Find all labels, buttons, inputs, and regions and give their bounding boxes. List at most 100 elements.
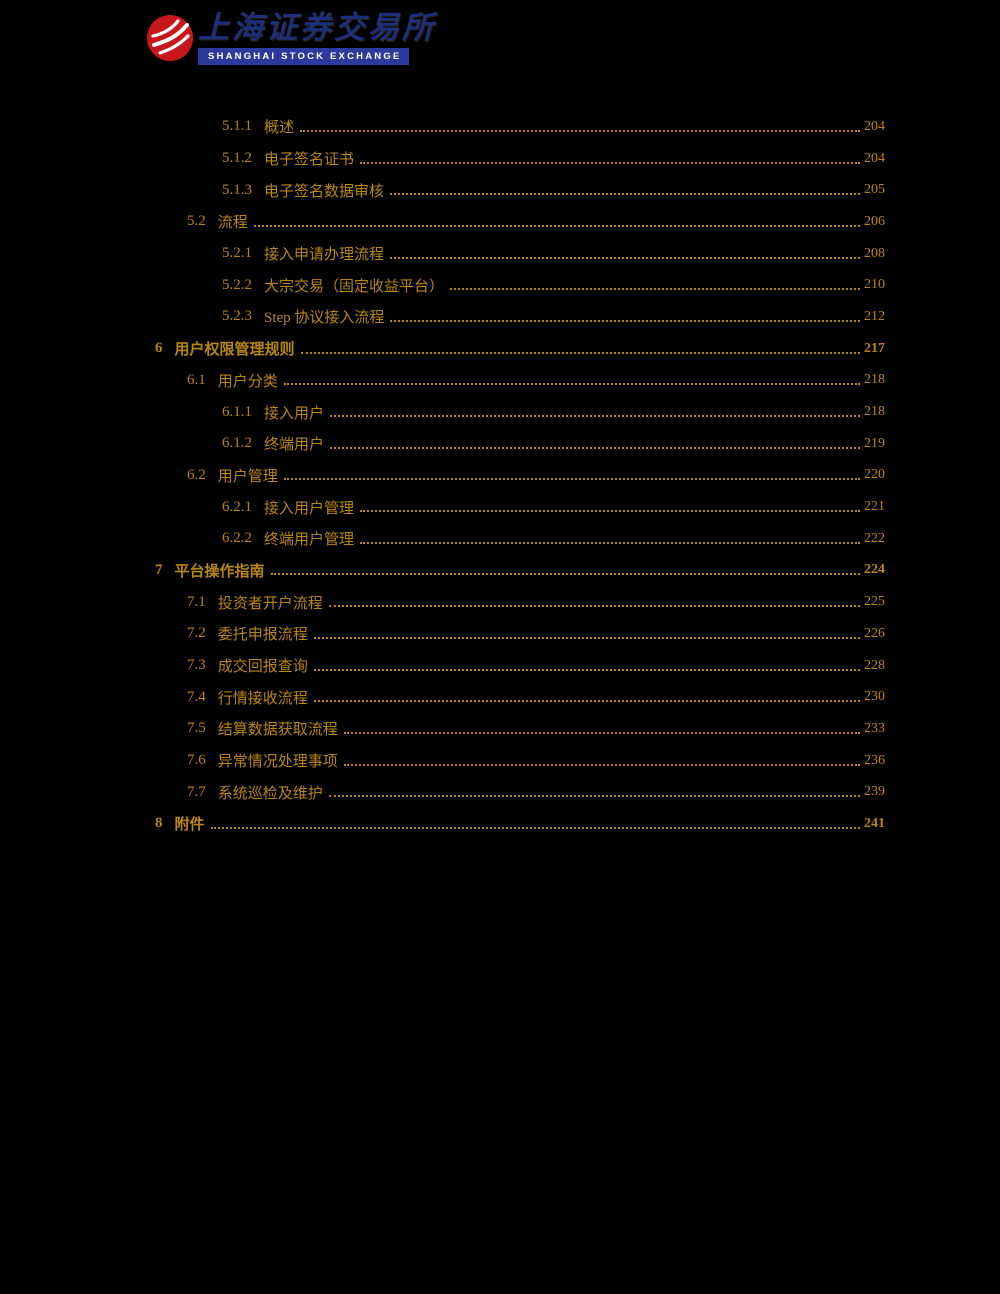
toc-entry: 6.1 用户分类 218 <box>155 365 885 397</box>
dot-leader <box>390 193 860 196</box>
toc-entry: 6.1.1 接入用户 218 <box>155 396 885 428</box>
toc-entry-number: 7 <box>155 561 163 578</box>
toc-entry-number: 5.1.3 <box>222 181 252 198</box>
dot-leader <box>283 478 860 481</box>
toc-entry-page: 230 <box>864 689 885 705</box>
dot-leader <box>300 351 860 354</box>
toc-entry-title: 投资者开户流程 <box>217 595 323 612</box>
toc-entry-title: 异常情况处理事项 <box>217 754 338 771</box>
toc-entry-page: 221 <box>864 499 885 515</box>
toc-entry-page: 212 <box>864 308 885 324</box>
toc-entry-number: 5.2.1 <box>222 245 252 262</box>
toc-entry-page: 210 <box>864 277 885 293</box>
toc-entry-title: 用户分类 <box>217 373 278 390</box>
toc-entry: 7.3 成交回报查询 228 <box>155 650 885 682</box>
toc-entry-number: 6.2.2 <box>222 530 252 547</box>
toc-entry-title: 电子签名数据审核 <box>264 183 385 200</box>
toc-entry: 7.2 委托申报流程 226 <box>155 618 885 650</box>
logo-english-banner: SHANGHAI STOCK EXCHANGE <box>198 48 410 65</box>
toc-entry: 5.1.3 电子签名数据审核 205 <box>155 174 885 206</box>
dot-leader <box>328 605 860 608</box>
dot-leader <box>253 224 860 227</box>
toc-entry-page: 204 <box>864 150 885 166</box>
toc-entry-number: 7.3 <box>187 657 206 674</box>
toc-entry-page: 224 <box>864 562 885 578</box>
toc-entry-title: 用户权限管理规则 <box>174 342 295 359</box>
toc-entry-page: 225 <box>864 594 885 610</box>
toc-entry: 7.7 系统巡检及维护 239 <box>155 776 885 808</box>
toc-entry-page: 226 <box>864 625 885 641</box>
toc-entry-number: 6.2.1 <box>222 498 252 515</box>
dot-leader <box>330 415 860 418</box>
toc-entry-page: 219 <box>864 435 885 451</box>
toc-entry: 6.2 用户管理 220 <box>155 460 885 492</box>
toc-entry: 6.2.2 终端用户管理 222 <box>155 523 885 555</box>
dot-leader <box>328 795 860 798</box>
sse-logo-mark-icon <box>146 14 194 62</box>
toc-entry-number: 6.1 <box>187 371 206 388</box>
toc-entry-page: 208 <box>864 245 885 261</box>
dot-leader <box>450 288 860 291</box>
toc-entry-title: 接入用户 <box>264 405 325 422</box>
logo-chinese-title: 上海证券交易所 <box>198 10 436 45</box>
toc-entry-number: 7.1 <box>187 593 206 610</box>
toc-entry-page: 233 <box>864 720 885 736</box>
dot-leader <box>330 446 860 449</box>
toc-entry-title: 委托申报流程 <box>217 627 308 644</box>
toc-entry-page: 239 <box>864 784 885 800</box>
toc-entry-title: 系统巡检及维护 <box>217 785 323 802</box>
dot-leader <box>360 510 860 513</box>
toc-entry-title: 电子签名证书 <box>264 152 355 169</box>
toc-entry: 7 平台操作指南 224 <box>155 555 885 587</box>
dot-leader <box>283 383 860 386</box>
toc-entry-number: 5.1.1 <box>222 118 252 135</box>
dot-leader <box>313 668 860 671</box>
toc-entry: 7.1 投资者开户流程 225 <box>155 586 885 618</box>
toc-entry-number: 5.2.3 <box>222 308 252 325</box>
toc-entry-number: 6.1.2 <box>222 435 252 452</box>
toc-entry: 6 用户权限管理规则 217 <box>155 333 885 365</box>
toc-entry-number: 7.7 <box>187 783 206 800</box>
dot-leader <box>360 161 860 164</box>
toc-entry-page: 241 <box>864 815 885 831</box>
toc-entry: 5.1.2 电子签名证书 204 <box>155 143 885 175</box>
toc-entry: 5.2.1 接入申请办理流程 208 <box>155 238 885 270</box>
toc-entry-title: 成交回报查询 <box>217 659 308 676</box>
toc-entry-title: 概述 <box>264 120 295 137</box>
sse-logo: 上海证券交易所 SHANGHAI STOCK EXCHANGE <box>146 8 436 65</box>
toc-entry: 5.2.2 大宗交易（固定收益平台） 210 <box>155 269 885 301</box>
dot-leader <box>343 731 860 734</box>
toc-entry-page: 218 <box>864 372 885 388</box>
dot-leader <box>300 129 860 132</box>
toc-entry-title: 结算数据获取流程 <box>217 722 338 739</box>
toc-entry: 5.2 流程 206 <box>155 206 885 238</box>
toc-entry-title: 接入用户管理 <box>264 500 355 517</box>
toc-entry-number: 8 <box>155 815 163 832</box>
toc-entry-number: 5.1.2 <box>222 150 252 167</box>
dot-leader <box>343 763 860 766</box>
toc-entry-page: 205 <box>864 182 885 198</box>
toc-entry-title: 用户管理 <box>217 468 278 485</box>
toc-entry-title: 终端用户 <box>264 437 325 454</box>
toc-entry-title: 平台操作指南 <box>174 563 265 580</box>
dot-leader <box>313 700 860 703</box>
toc-entry-page: 228 <box>864 657 885 673</box>
toc-entry-title: 流程 <box>217 215 248 232</box>
toc-entry-number: 7.4 <box>187 688 206 705</box>
toc-entry-number: 5.2 <box>187 213 206 230</box>
toc-entry: 7.4 行情接收流程 230 <box>155 681 885 713</box>
toc-entry-number: 6.1.1 <box>222 403 252 420</box>
toc-entry: 6.1.2 终端用户 219 <box>155 428 885 460</box>
toc-entry-title: 接入申请办理流程 <box>264 247 385 264</box>
toc-entry-page: 204 <box>864 118 885 134</box>
toc-entry-number: 7.6 <box>187 752 206 769</box>
toc-entry-page: 217 <box>864 340 885 356</box>
toc-entry-number: 5.2.2 <box>222 276 252 293</box>
dot-leader <box>270 573 860 576</box>
toc-entry-page: 218 <box>864 404 885 420</box>
toc-entry-page: 206 <box>864 213 885 229</box>
dot-leader <box>210 826 860 829</box>
dot-leader <box>360 541 860 544</box>
toc-entry-number: 7.2 <box>187 625 206 642</box>
toc-entry-title: 行情接收流程 <box>217 690 308 707</box>
